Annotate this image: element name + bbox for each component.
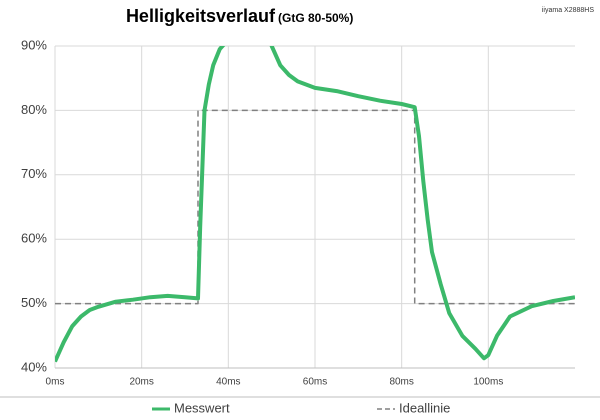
y-tick-label: 90% <box>21 37 47 52</box>
series-line <box>55 46 575 363</box>
legend-label: Ideallinie <box>399 400 450 415</box>
x-tick-label: 60ms <box>303 377 327 388</box>
y-tick-label: 80% <box>21 102 47 117</box>
x-tick-label: 40ms <box>216 377 240 388</box>
x-tick-label: 100ms <box>473 377 503 388</box>
y-tick-label: 60% <box>21 231 47 246</box>
x-tick-label: 20ms <box>129 377 153 388</box>
y-tick-label: 50% <box>21 295 47 310</box>
y-tick-label: 40% <box>21 359 47 374</box>
x-tick-label: 80ms <box>389 377 413 388</box>
x-tick-label: 0ms <box>46 377 65 388</box>
y-tick-label: 70% <box>21 166 47 181</box>
chart-title: Helligkeitsverlauf <box>126 6 276 26</box>
legend-label: Messwert <box>174 400 230 415</box>
chart-subtitle: (GtG 80-50%) <box>278 11 353 25</box>
series-line <box>55 109 575 305</box>
annotation: iiyama X2888HS <box>542 7 594 14</box>
